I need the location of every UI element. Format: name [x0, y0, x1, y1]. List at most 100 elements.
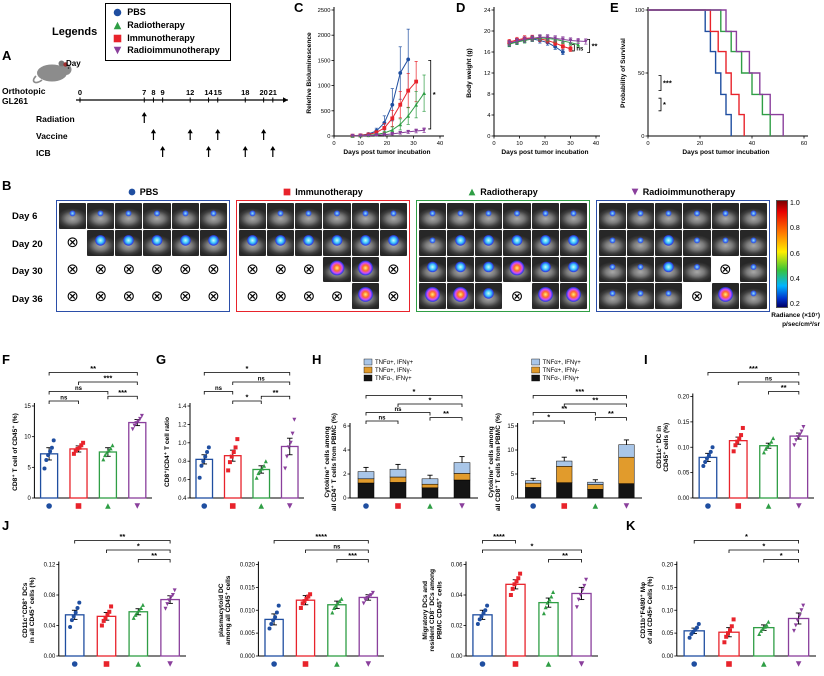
bar-immunotherapy	[69, 448, 88, 499]
svg-text:8: 8	[151, 88, 155, 97]
mouse-image	[559, 256, 587, 283]
bar-pbs	[698, 456, 718, 499]
colorbar-caption-line1: Radiance (×10⁷)	[771, 312, 820, 319]
chart-K-svg: 0.00 0.05 0.10 0.15 0.20 CD11b⁺F4/80⁺ Mφ of al…	[640, 532, 816, 667]
dead-mouse-marker: ⊗	[87, 256, 115, 283]
svg-text:ns: ns	[75, 386, 83, 392]
mouse-image	[171, 229, 199, 256]
svg-text:30: 30	[567, 141, 573, 147]
svg-text:Days post tumor incubation: Days post tumor incubation	[501, 149, 588, 156]
mouse-image	[379, 203, 407, 229]
panel-label-k: K	[626, 518, 636, 533]
legend-item-label: PBS	[127, 7, 146, 17]
chart-D-svg: 0 4 8 12 16 20 24 0 10 20 30 40 Days post tumor incu…	[466, 7, 600, 156]
mouse-image	[559, 229, 587, 256]
panel-label-f: F	[2, 352, 10, 367]
dead-mouse-marker: ⊗	[171, 256, 199, 283]
svg-text:among all CD45⁺ cells: among all CD45⁺ cells	[225, 575, 232, 645]
day-label: Day 30	[12, 266, 43, 278]
svg-text:40: 40	[437, 141, 443, 147]
svg-text:24: 24	[484, 8, 491, 14]
colorbar: 1.0 0.8 0.6 0.4 0.2	[776, 200, 800, 308]
mouse-image	[475, 229, 503, 256]
svg-text:14: 14	[204, 88, 213, 97]
bar-pbs	[472, 614, 493, 657]
bar-radiotherapy	[128, 611, 149, 657]
colorbar-ticks: 1.0 0.8 0.6 0.4 0.2	[790, 200, 800, 308]
svg-text:6: 6	[343, 424, 347, 430]
svg-text:****: ****	[493, 532, 505, 541]
colorbar-tick: 1.0	[790, 200, 800, 207]
mouse-image	[711, 283, 739, 309]
svg-text:4: 4	[343, 448, 347, 454]
day-label: Day 6	[12, 211, 38, 223]
dead-mouse-marker: ⊗	[295, 256, 323, 283]
svg-text:all CD4⁺ T cells from PBMC (%): all CD4⁺ T cells from PBMC (%)	[331, 413, 338, 511]
mouse-image	[267, 229, 295, 256]
dead-mouse-marker: ⊗	[267, 283, 295, 309]
survival-curve-pbs	[648, 9, 732, 136]
svg-text:**: **	[561, 404, 567, 413]
svg-text:TNFα+, IFNγ+: TNFα+, IFNγ+	[375, 360, 414, 366]
colorbar-tick: 0.4	[790, 275, 800, 283]
legend-item-label: Radioimmunotherapy	[127, 45, 220, 56]
svg-text:20: 20	[542, 141, 548, 147]
svg-text:in all CD45⁺ cells (%): in all CD45⁺ cells (%)	[29, 577, 36, 643]
dead-mouse-marker: ⊗	[323, 283, 351, 309]
svg-text:*: *	[137, 542, 140, 551]
svg-text:all CD8⁺ T cells from PBMC (%): all CD8⁺ T cells from PBMC (%)	[495, 413, 502, 511]
mouse-image	[419, 203, 447, 229]
mouse-image	[447, 283, 475, 309]
circle-marker-icon	[113, 8, 122, 17]
chart-G-svg: 0.4 0.6 0.8 1.0 1.2 1.4 CD8⁺/CD4⁺ T cell ratio…	[164, 364, 304, 509]
svg-text:7: 7	[142, 88, 146, 97]
mouse-image	[683, 229, 711, 256]
mouse-image-grid: ⊗	[416, 200, 590, 312]
mouse-image	[627, 283, 655, 309]
svg-text:60: 60	[801, 141, 807, 147]
svg-text:15: 15	[24, 404, 31, 410]
bioluminescence-group-radiotherapy: Radiotherapy ⊗	[416, 184, 590, 312]
legend-item-radiotherapy: Radiotherapy	[113, 20, 220, 31]
bar-radiotherapy	[327, 604, 347, 657]
mouse-image-grid: ⊗ ⊗ ⊗ ⊗ ⊗ ⊗ ⊗ ⊗ ⊗ ⊗ ⊗ ⊗ ⊗	[56, 200, 230, 312]
svg-text:**: **	[443, 409, 449, 418]
svg-text:*: *	[246, 364, 249, 373]
chart-bioluminescence: 0 500 1000 1500 2000 2500 0 10 20 30 40 Days post t…	[304, 2, 456, 158]
svg-text:0: 0	[78, 88, 82, 97]
svg-text:0: 0	[332, 141, 335, 147]
treatment-schematic: Orthotopic GL261 Day 0 7 8 9 12 14 15 18 20 21 Radiat…	[0, 50, 300, 180]
svg-text:10: 10	[507, 448, 514, 454]
mouse-image	[599, 283, 627, 309]
dead-mouse-marker: ⊗	[711, 256, 739, 283]
svg-text:100: 100	[635, 8, 645, 14]
svg-text:*: *	[413, 387, 416, 396]
svg-text:Vaccine: Vaccine	[36, 131, 68, 141]
mouse-image	[143, 229, 171, 256]
mouse-image	[503, 203, 531, 229]
legend-items: PBS Radiotherapy Immunotherapy Radioimmunot…	[105, 3, 231, 61]
svg-text:0.08: 0.08	[44, 593, 56, 599]
dead-mouse-marker: ⊗	[59, 229, 87, 256]
mouse-image	[503, 229, 531, 256]
svg-text:12: 12	[186, 88, 194, 97]
circle-marker-icon	[128, 188, 136, 196]
mouse-image	[447, 256, 475, 283]
svg-text:**: **	[119, 532, 125, 541]
mouse-image	[475, 203, 503, 229]
panel-label-i: I	[644, 352, 648, 367]
svg-text:CD45⁺ cells (%): CD45⁺ cells (%)	[663, 423, 670, 472]
chart-E-svg: 0 50 100 0 20 40 60 Days post tumor incubation P…	[620, 7, 808, 156]
mouse-image	[351, 256, 379, 283]
group-header-label: PBS	[139, 187, 159, 197]
bar-radioimmunotherapy	[571, 592, 592, 657]
svg-text:CD11c⁺ DC in: CD11c⁺ DC in	[656, 426, 663, 469]
svg-text:*: *	[663, 100, 666, 109]
svg-text:**: **	[592, 41, 598, 50]
svg-text:9: 9	[161, 88, 165, 97]
svg-text:21: 21	[269, 88, 277, 97]
colorbar-caption: Radiance (×10⁷) p/sec/cm²/sr	[700, 312, 820, 330]
bar-radioimmunotherapy	[789, 435, 809, 499]
svg-text:*: *	[780, 551, 783, 560]
